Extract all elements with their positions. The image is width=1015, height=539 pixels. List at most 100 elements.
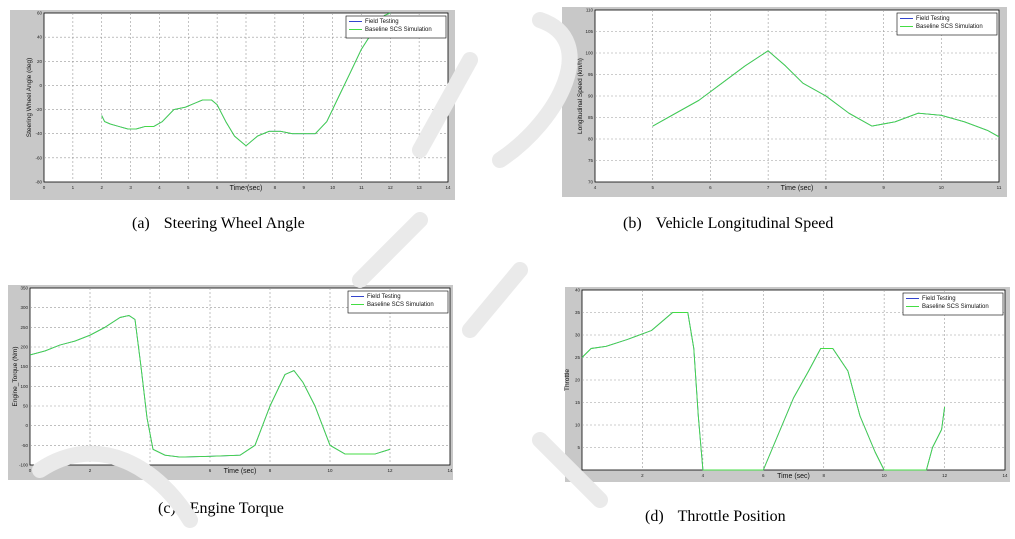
- x-tick-label: 9: [302, 185, 305, 190]
- legend-entry: Field Testing: [922, 296, 956, 302]
- legend-entry: Field Testing: [916, 16, 950, 22]
- y-tick-label: 70: [588, 180, 594, 185]
- legend-entry: Baseline SCS Simulation: [367, 302, 434, 308]
- y-tick-label: 90: [588, 94, 594, 99]
- x-tick-label: 13: [417, 185, 423, 190]
- y-tick-label: 150: [20, 364, 28, 369]
- series-line-baseline-scs: [652, 50, 1000, 138]
- caption-a-text: Steering Wheel Angle: [163, 215, 305, 232]
- y-tick-label: 100: [20, 384, 28, 389]
- caption-a-tag: (a): [132, 215, 150, 232]
- x-tick-label: 10: [939, 185, 945, 190]
- y-tick-label: -40: [35, 131, 42, 136]
- x-tick-label: 6: [209, 468, 212, 473]
- series-line-baseline-scs: [581, 312, 946, 471]
- y-tick-label: 110: [586, 8, 594, 13]
- y-tick-label: -100: [19, 463, 29, 468]
- y-tick-label: -50: [21, 443, 28, 448]
- caption-d: (d) Throttle Position: [645, 508, 786, 526]
- legend-entry: Baseline SCS Simulation: [365, 27, 432, 33]
- x-tick-label: 5: [187, 185, 190, 190]
- caption-c: (c) Engine Torque: [158, 500, 284, 518]
- x-tick-label: 14: [447, 468, 453, 473]
- x-tick-label: 5: [651, 185, 654, 190]
- y-axis-label: Throttle: [564, 369, 571, 391]
- y-tick-label: 35: [575, 310, 581, 315]
- x-tick-label: 12: [387, 468, 393, 473]
- y-tick-label: 15: [575, 400, 581, 405]
- x-tick-label: 7: [767, 185, 770, 190]
- y-tick-label: 75: [588, 158, 594, 163]
- x-tick-label: 2: [641, 473, 644, 478]
- plot-area: [29, 287, 451, 466]
- x-axis-label: Time (sec): [230, 185, 263, 192]
- y-tick-label: 200: [20, 345, 28, 350]
- x-tick-label: 8: [274, 185, 277, 190]
- y-axis-label: Steering Wheel Angle (deg): [26, 58, 33, 138]
- x-tick-label: 10: [327, 468, 333, 473]
- legend-box: [345, 15, 447, 39]
- y-tick-label: 85: [588, 115, 594, 120]
- x-tick-label: 8: [822, 473, 825, 478]
- y-tick-label: 25: [575, 355, 581, 360]
- x-axis-label: Time (sec): [777, 473, 810, 480]
- y-tick-label: 250: [20, 325, 28, 330]
- y-axis-label: Engine_Torque (Nm): [12, 347, 19, 407]
- watermark-stroke: [352, 212, 428, 288]
- watermark-stroke: [462, 262, 528, 338]
- legend-box: [347, 290, 449, 314]
- y-tick-label: 20: [37, 59, 43, 64]
- y-tick-label: 40: [575, 288, 581, 293]
- caption-b: (b) Vehicle Longitudinal Speed: [623, 215, 833, 233]
- y-tick-label: 20: [575, 378, 581, 383]
- x-axis-label: Time (sec): [224, 468, 257, 475]
- chart-panel-c: 0 2 4 6 8 10 12 14 -100 -50 0 50 100 150 200 250 300 350 T…: [8, 285, 453, 480]
- caption-c-tag: (c): [158, 500, 176, 517]
- x-tick-label: 12: [388, 185, 394, 190]
- caption-b-tag: (b): [623, 215, 642, 232]
- legend-entry: Field Testing: [367, 294, 401, 300]
- x-tick-label: 4: [594, 185, 597, 190]
- y-tick-label: 105: [585, 29, 593, 34]
- y-tick-label: 350: [20, 286, 28, 291]
- x-tick-label: 9: [882, 185, 885, 190]
- chart-a-svg: 0 1 2 3 4 5 6 7 8 9 10 11 12 13 14-80-60-40-200204060T…: [10, 10, 455, 200]
- chart-b-svg: 4 5 6 7 8 9 10 11 70 75 80 85 90 95 100 105 110 Time (sec…: [562, 7, 1007, 197]
- legend-entry: Field Testing: [365, 19, 399, 25]
- caption-a: (a) Steering Wheel Angle: [132, 215, 305, 233]
- x-tick-label: 14: [1002, 473, 1008, 478]
- y-tick-label: 30: [575, 333, 581, 338]
- chart-panel-a: 0 1 2 3 4 5 6 7 8 9 10 11 12 13 14 -80 -60 -40 -20 0 20 40 60 T…: [10, 10, 455, 200]
- x-tick-label: 4: [158, 185, 161, 190]
- chart-c-svg: 0 2 4 6 8 10 12 14-100-50050100150200250300350T…: [8, 285, 453, 480]
- legend-entry: Baseline SCS Simulation: [916, 24, 983, 30]
- legend-box: [896, 12, 998, 36]
- y-tick-label: 0: [39, 83, 42, 88]
- x-tick-label: 4: [702, 473, 705, 478]
- y-tick-label: 95: [588, 72, 594, 77]
- x-tick-label: 10: [882, 473, 888, 478]
- y-tick-label: 40: [37, 35, 43, 40]
- y-tick-label: 100: [585, 51, 593, 56]
- y-tick-label: 10: [575, 423, 581, 428]
- x-tick-label: 0: [43, 185, 46, 190]
- x-tick-label: 1: [72, 185, 75, 190]
- x-axis-label: Time (sec): [781, 185, 814, 192]
- caption-c-text: Engine Torque: [189, 500, 284, 517]
- y-tick-label: -60: [35, 155, 42, 160]
- plot-area: [581, 289, 1006, 471]
- y-axis-label: Longitudinal Speed (km/h): [577, 58, 584, 134]
- x-tick-label: 6: [762, 473, 765, 478]
- x-tick-label: 6: [709, 185, 712, 190]
- y-tick-label: 50: [23, 404, 29, 409]
- caption-d-text: Throttle Position: [677, 508, 786, 525]
- x-tick-label: 2: [100, 185, 103, 190]
- x-tick-label: 3: [129, 185, 132, 190]
- chart-panel-d: 0 2 4 6 8 10 12 14 0 5 10 15 20 25 30 35 40 Time (sec) Thr…: [564, 287, 1010, 482]
- legend-box: [902, 292, 1004, 316]
- x-tick-label: 0: [29, 468, 32, 473]
- x-tick-label: 8: [269, 468, 272, 473]
- caption-b-text: Vehicle Longitudinal Speed: [655, 215, 834, 232]
- x-tick-label: 11: [359, 185, 364, 190]
- caption-d-tag: (d): [645, 508, 664, 525]
